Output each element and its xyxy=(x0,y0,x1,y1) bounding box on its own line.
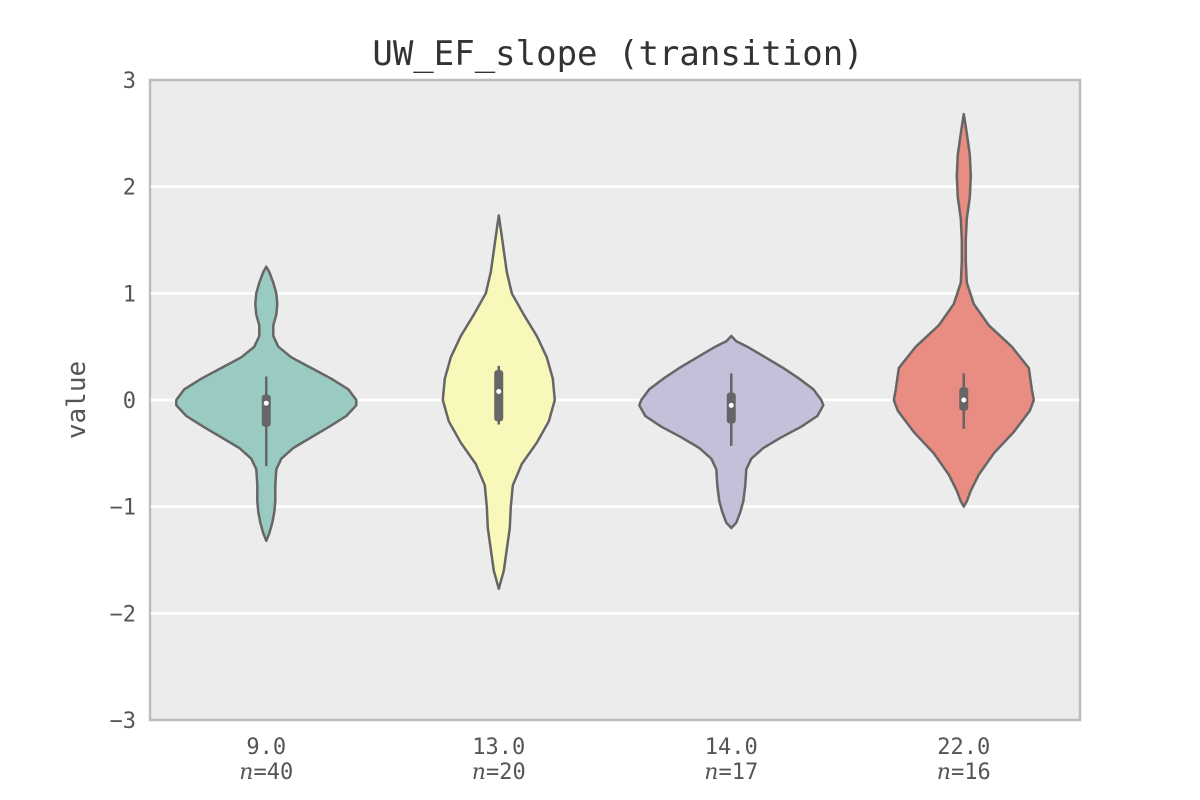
sample-size-label: n=17 xyxy=(704,760,758,785)
x-tick-label: 13.0 xyxy=(472,735,525,760)
y-tick-label: −2 xyxy=(110,602,137,627)
y-tick-label: 1 xyxy=(123,282,136,307)
sample-size-label: n=16 xyxy=(937,760,991,785)
median-point xyxy=(496,388,502,394)
x-tick-label: 22.0 xyxy=(937,735,990,760)
iqr-box xyxy=(494,370,504,422)
x-tick-label: 14.0 xyxy=(705,735,758,760)
violin-14.0 xyxy=(638,334,825,530)
median-point xyxy=(263,400,269,406)
violin-9.0 xyxy=(175,265,358,543)
iqr-box xyxy=(726,392,736,424)
y-axis-label: value xyxy=(62,361,92,439)
y-tick-label: 2 xyxy=(123,176,136,201)
y-tick-label: −3 xyxy=(110,709,137,734)
x-tick-label: 9.0 xyxy=(246,735,286,760)
violin-22.0 xyxy=(892,112,1036,508)
violin-13.0 xyxy=(441,214,557,591)
violin-body xyxy=(892,112,1036,508)
y-tick-label: 0 xyxy=(123,389,136,414)
sample-size-label: n=40 xyxy=(239,760,293,785)
x-tick-labels: 9.0n=40 13.0n=20 14.0n=17 22.0n=16 xyxy=(239,735,990,785)
y-tick-label: −1 xyxy=(110,496,137,521)
sample-size-label: n=20 xyxy=(472,760,526,785)
violins xyxy=(175,112,1036,591)
median-point xyxy=(961,397,967,403)
median-point xyxy=(728,402,734,408)
y-tick-label: 3 xyxy=(123,69,136,94)
y-tick-labels: −3 −2 −1 0 1 2 3 xyxy=(110,69,137,734)
iqr-box xyxy=(261,394,271,427)
chart-title: UW_EF_slope (transition) xyxy=(372,34,863,74)
